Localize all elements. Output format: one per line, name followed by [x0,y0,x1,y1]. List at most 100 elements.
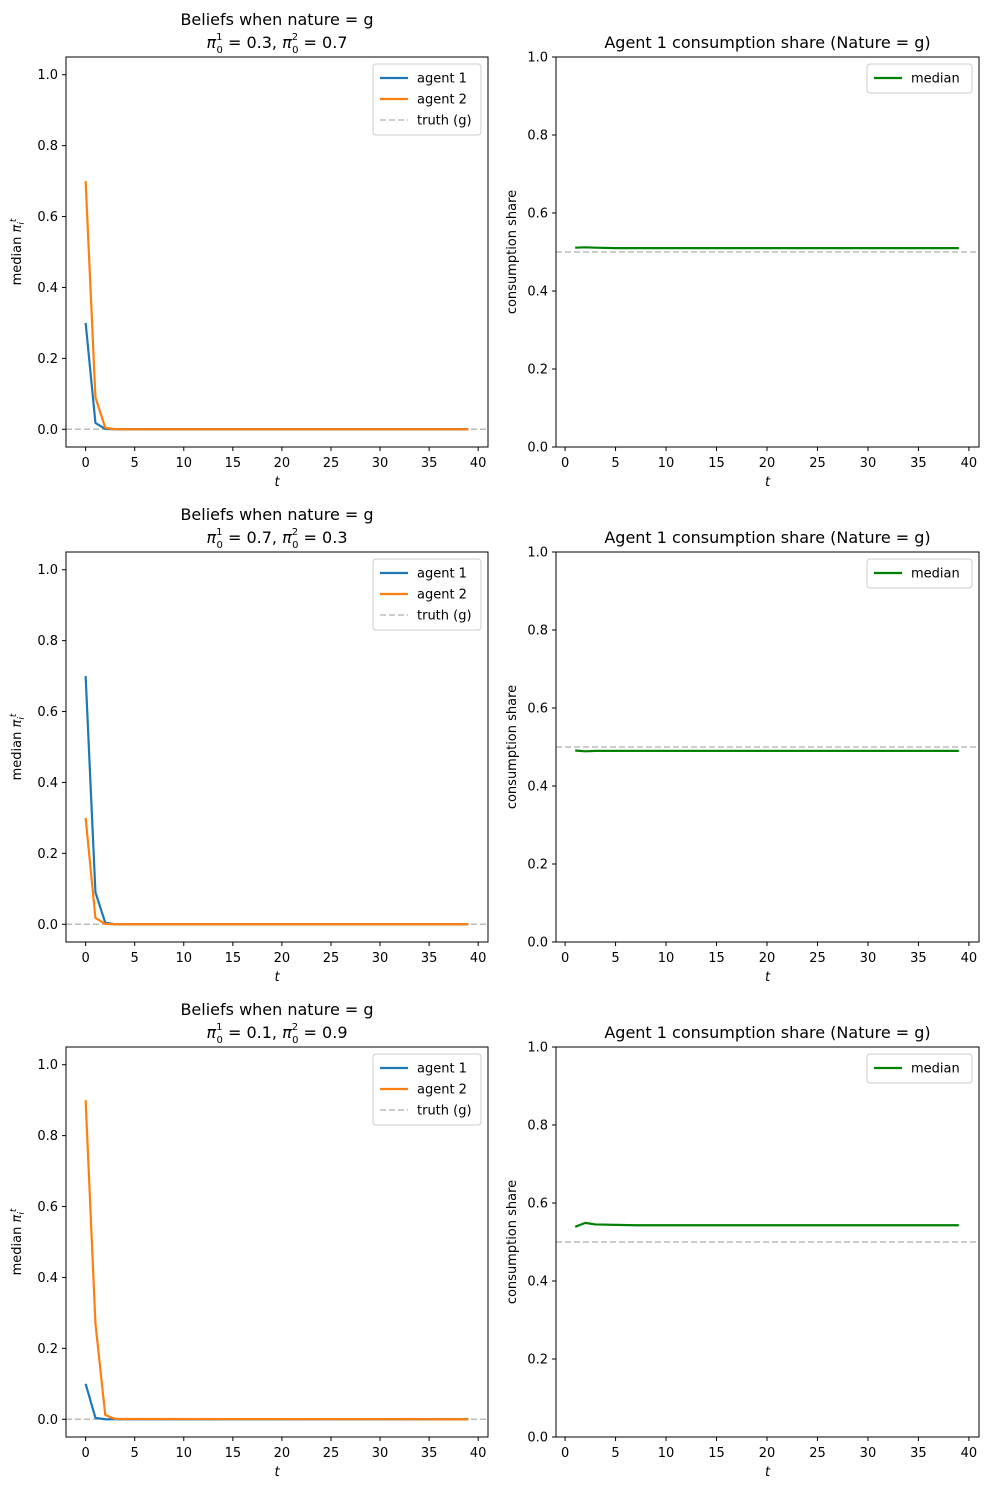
x-tick-label: 30 [372,456,389,471]
legend-box [372,63,482,136]
y-tick-label: 0.6 [527,702,548,717]
x-tick-label: 35 [421,456,438,471]
series-agent-2 [84,181,469,431]
x-tick-label: 10 [658,456,675,471]
legend-label: truth (g) [417,1104,472,1119]
x-tick-label: 25 [809,456,826,471]
chart-title: Beliefs when nature = g [180,10,373,29]
legend-box [866,1053,973,1084]
y-tick-label: 0.4 [527,285,548,300]
x-tick-label: 20 [274,1446,291,1461]
x-tick-label: 35 [421,951,438,966]
x-tick-label: 30 [860,1446,877,1461]
y-tick-label: 0.6 [37,705,58,720]
legend-label: agent 1 [417,72,467,87]
x-tick-label: 30 [860,951,877,966]
x-tick-label: 5 [611,951,619,966]
y-tick-label: 1.0 [527,1041,548,1056]
x-tick-label: 25 [323,456,340,471]
x-tick-label: 20 [274,951,291,966]
x-tick-label: 10 [658,1446,675,1461]
y-tick-label: 0.6 [527,207,548,222]
y-axis-label: median πit [9,1208,27,1275]
x-tick-label: 30 [372,951,389,966]
subplot-4: 0 5 10 15 20 25 30 35 40 0.0 0.2 0.4 0.6 0.8 1.0 t consu… [505,528,980,985]
x-tick-label: 0 [81,1446,89,1461]
x-axis-label: t [765,475,771,490]
y-tick-label: 0.0 [527,441,548,456]
subplot-6: 0 5 10 15 20 25 30 35 40 0.0 0.2 0.4 0.6 0.8 1.0 t consu… [505,1023,980,1480]
legend-label: median [911,72,960,87]
legend-label: truth (g) [417,114,472,129]
y-tick-label: 1.0 [37,68,58,83]
x-tick-label: 10 [175,456,192,471]
x-tick-label: 0 [81,456,89,471]
subplot-5: 0 5 10 15 20 25 30 35 40 0.0 0.2 0.4 0.6 0.8 1.0 t media… [9,1000,489,1480]
series-agent-2 [84,817,469,926]
series-agent-1 [84,322,469,431]
x-tick-label: 15 [708,456,725,471]
y-tick-label: 0.6 [37,210,58,225]
y-tick-label: 0.8 [527,624,548,639]
x-tick-label: 25 [809,951,826,966]
x-tick-label: 15 [708,1446,725,1461]
x-tick-label: 35 [421,1446,438,1461]
x-axis-label: t [765,970,771,985]
x-tick-label: 20 [759,1446,776,1461]
x-tick-label: 40 [961,1446,978,1461]
legend: agent 1 agent 2 truth (g) [372,63,482,136]
x-tick-label: 10 [175,951,192,966]
legend: median [866,558,973,589]
x-tick-label: 0 [561,456,569,471]
y-tick-label: 1.0 [37,1058,58,1073]
y-axis-label: consumption share [505,685,520,809]
legend: median [866,1053,973,1084]
y-tick-label: 0.6 [37,1200,58,1215]
legend: agent 1 agent 2 truth (g) [372,1053,482,1126]
axes-frame [555,551,980,943]
subplot-1: 0 5 10 15 20 25 30 35 40 0.0 0.2 0.4 0.6 0.8 1.0 t media… [9,10,489,490]
x-tick-label: 40 [961,456,978,471]
y-tick-label: 0.0 [527,1431,548,1446]
axes-frame [65,551,489,943]
legend-label: agent 1 [417,1062,467,1077]
series-agent-2 [84,1100,469,1421]
x-tick-label: 35 [910,456,927,471]
x-tick-label: 40 [961,951,978,966]
chart-subtitle: π1 0 = 0.7, π2 0 = 0.3 [206,527,347,551]
x-tick-label: 40 [470,1446,487,1461]
x-axis-label: t [274,475,280,490]
y-tick-label: 0.8 [37,1129,58,1144]
y-axis-label: median πit [9,218,27,285]
y-tick-label: 0.2 [37,1342,58,1357]
x-tick-label: 0 [561,951,569,966]
y-axis-label: consumption share [505,190,520,314]
x-tick-label: 0 [561,1446,569,1461]
legend-label: agent 2 [417,588,467,603]
legend-label: agent 2 [417,1083,467,1098]
x-tick-label: 15 [708,951,725,966]
series-agent-1 [84,676,469,926]
x-axis-label: t [274,970,280,985]
y-tick-label: 0.4 [37,281,58,296]
y-tick-label: 0.8 [37,139,58,154]
chart-subtitle: π1 0 = 0.1, π2 0 = 0.9 [206,1022,347,1046]
x-tick-label: 5 [131,456,139,471]
subplot-2: 0 5 10 15 20 25 30 35 40 0.0 0.2 0.4 0.6 0.8 1.0 t consu… [505,33,980,490]
y-tick-label: 0.2 [37,352,58,367]
legend-box [372,1053,482,1126]
chart-title: Agent 1 consumption share (Nature = g) [604,1023,930,1042]
series-median [575,246,959,250]
x-axis-label: t [274,1465,280,1480]
legend-label: median [911,567,960,582]
x-tick-label: 20 [759,951,776,966]
chart-title: Agent 1 consumption share (Nature = g) [604,33,930,52]
y-tick-label: 0.8 [527,1119,548,1134]
y-axis-label: consumption share [505,1180,520,1304]
legend: median [866,63,973,94]
axes-frame [555,56,980,448]
y-tick-label: 0.4 [527,1275,548,1290]
x-tick-label: 35 [910,1446,927,1461]
y-axis-label: median πit [9,713,27,780]
